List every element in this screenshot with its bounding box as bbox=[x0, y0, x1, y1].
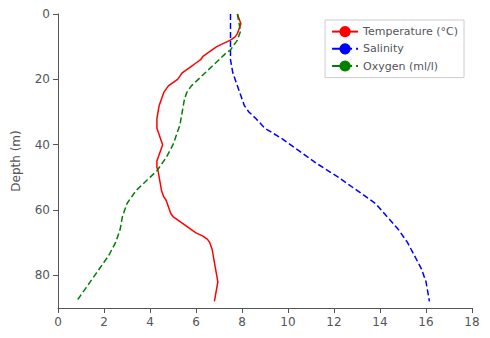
svg-text:16: 16 bbox=[418, 315, 433, 329]
svg-text:60: 60 bbox=[35, 203, 50, 217]
svg-text:Oxygen (ml/l): Oxygen (ml/l) bbox=[363, 60, 438, 73]
svg-text:20: 20 bbox=[35, 72, 50, 86]
svg-text:6: 6 bbox=[192, 315, 200, 329]
svg-text:4: 4 bbox=[146, 315, 154, 329]
svg-text:Salinity: Salinity bbox=[363, 42, 404, 55]
svg-text:18: 18 bbox=[464, 315, 479, 329]
svg-text:Depth (m): Depth (m) bbox=[9, 130, 23, 191]
svg-text:10: 10 bbox=[280, 315, 295, 329]
svg-text:0: 0 bbox=[54, 315, 62, 329]
svg-text:0: 0 bbox=[42, 7, 50, 21]
svg-text:12: 12 bbox=[326, 315, 341, 329]
svg-text:Temperature (°C): Temperature (°C) bbox=[362, 25, 458, 38]
svg-text:80: 80 bbox=[35, 268, 50, 282]
svg-text:14: 14 bbox=[372, 315, 387, 329]
svg-text:8: 8 bbox=[238, 315, 246, 329]
svg-text:2: 2 bbox=[100, 315, 108, 329]
svg-text:40: 40 bbox=[35, 138, 50, 152]
